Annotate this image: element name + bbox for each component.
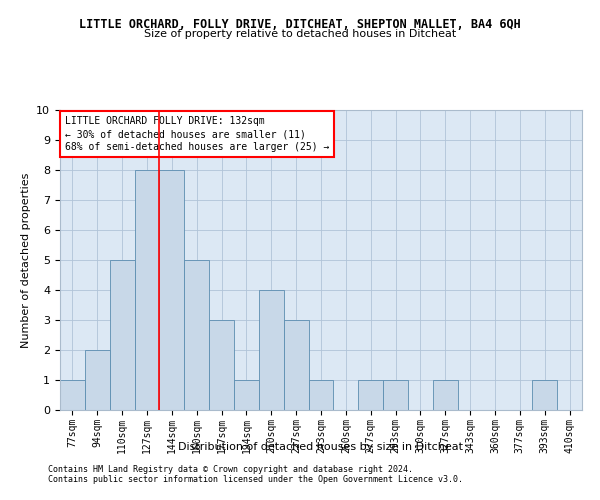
Bar: [160, 170, 184, 410]
Text: Contains HM Land Registry data © Crown copyright and database right 2024.: Contains HM Land Registry data © Crown c…: [48, 465, 413, 474]
Bar: [284, 320, 308, 410]
Text: Size of property relative to detached houses in Ditcheat: Size of property relative to detached ho…: [144, 29, 456, 39]
Bar: [532, 380, 557, 410]
Bar: [184, 260, 209, 410]
Bar: [60, 380, 85, 410]
Bar: [85, 350, 110, 410]
Bar: [110, 260, 134, 410]
Bar: [383, 380, 408, 410]
Bar: [209, 320, 234, 410]
Bar: [234, 380, 259, 410]
Text: LITTLE ORCHARD FOLLY DRIVE: 132sqm
← 30% of detached houses are smaller (11)
68%: LITTLE ORCHARD FOLLY DRIVE: 132sqm ← 30%…: [65, 116, 329, 152]
Bar: [433, 380, 458, 410]
Text: LITTLE ORCHARD, FOLLY DRIVE, DITCHEAT, SHEPTON MALLET, BA4 6QH: LITTLE ORCHARD, FOLLY DRIVE, DITCHEAT, S…: [79, 18, 521, 30]
Text: Distribution of detached houses by size in Ditcheat: Distribution of detached houses by size …: [179, 442, 464, 452]
Y-axis label: Number of detached properties: Number of detached properties: [21, 172, 31, 348]
Bar: [308, 380, 334, 410]
Bar: [259, 290, 284, 410]
Text: Contains public sector information licensed under the Open Government Licence v3: Contains public sector information licen…: [48, 475, 463, 484]
Bar: [358, 380, 383, 410]
Bar: [134, 170, 160, 410]
